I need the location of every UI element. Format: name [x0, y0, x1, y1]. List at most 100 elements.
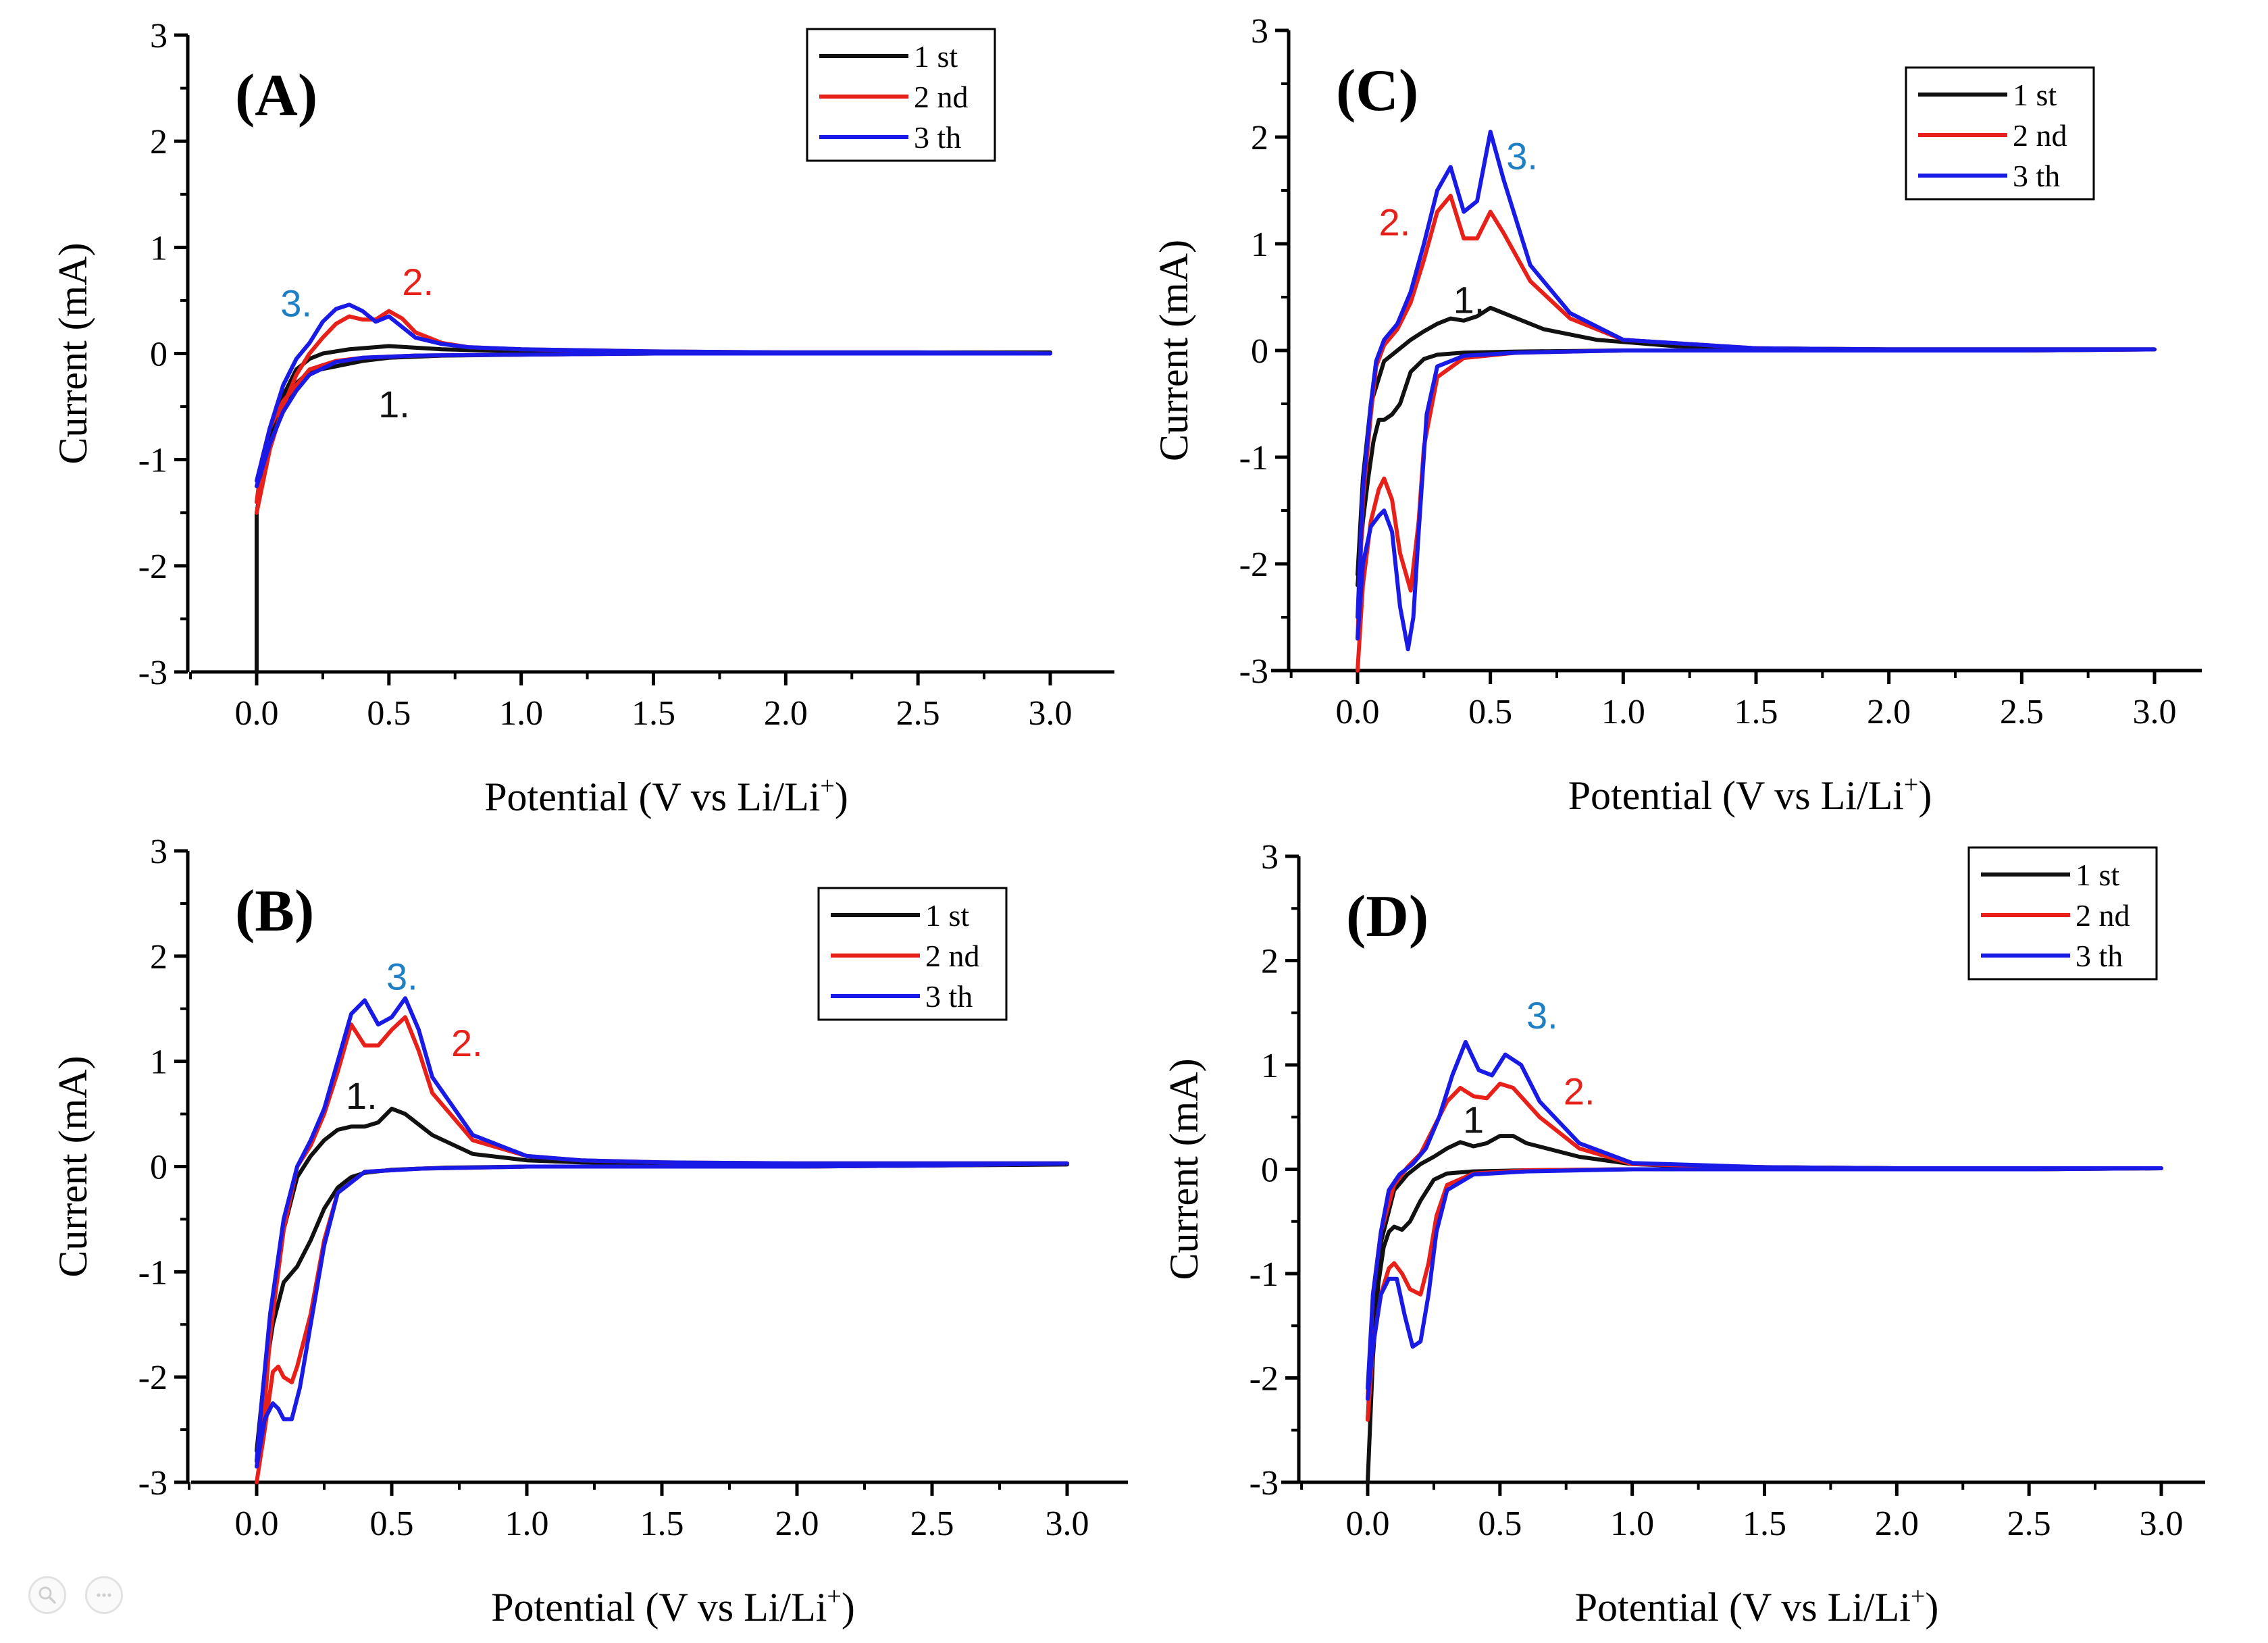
legend-label: 2 nd	[914, 80, 969, 114]
x-tick-label: 0.5	[1468, 693, 1512, 731]
panel-label: (C)	[1336, 58, 1418, 124]
x-tick-label: 1.5	[1734, 693, 1778, 731]
y-tick-label: 1	[1251, 226, 1268, 264]
x-tick-label: 3.0	[1046, 1505, 1089, 1543]
legend-label: 1 st	[925, 898, 969, 933]
annotation-label: 3.	[1506, 134, 1538, 177]
y-tick-label: -1	[1249, 1255, 1279, 1294]
x-tick-label: 0.5	[1478, 1505, 1522, 1543]
y-tick-label: 2	[1251, 119, 1268, 157]
y-tick-label: -2	[138, 1359, 167, 1397]
x-tick-label: 2.0	[1875, 1505, 1919, 1543]
y-tick-label: -2	[1239, 546, 1268, 584]
y-tick-label: -1	[1239, 439, 1268, 477]
annotation-label: 3.	[386, 956, 418, 998]
x-tick-label: 3.0	[1029, 694, 1073, 733]
x-tick-label: 3.0	[2140, 1505, 2184, 1543]
x-tick-label: 2.5	[2000, 693, 2044, 731]
y-tick-label: 1	[150, 1043, 167, 1082]
y-tick-label: -3	[1249, 1464, 1279, 1503]
legend-label: 3 th	[914, 120, 961, 155]
annotation-label: 1.	[1453, 279, 1485, 321]
annotation-label: 2.	[451, 1022, 483, 1064]
y-tick-label: 0	[150, 1149, 167, 1187]
panel-label: (D)	[1346, 884, 1428, 949]
y-tick-label: 3	[150, 17, 167, 55]
x-axis-label: Potential (V vs Li/Li+)	[491, 1582, 855, 1629]
y-tick-label: -3	[138, 1464, 167, 1503]
legend-label: 3 th	[2013, 159, 2060, 193]
y-tick-label: -3	[138, 654, 167, 692]
y-tick-label: 1	[1261, 1047, 1279, 1085]
legend: 1 st 2 nd 3 th	[806, 28, 996, 162]
annotation-label: 2.	[1564, 1070, 1595, 1113]
series-line-3th	[1356, 130, 2157, 652]
y-tick-label: 3	[1251, 12, 1268, 51]
legend-label: 1 st	[914, 39, 958, 74]
x-tick-label: 0.5	[370, 1505, 414, 1543]
x-tick-label: 2.5	[896, 694, 940, 733]
y-tick-label: -1	[138, 1253, 167, 1292]
x-tick-label: 1.0	[505, 1505, 549, 1543]
x-axis-label: Potential (V vs Li/Li+)	[1568, 771, 1932, 818]
chart-panel-4: -3 -2 -1 0 1 2 3 0.0 0.5 1.0 1.5 2.0 2.5 3.0 Potential…	[1162, 838, 2205, 1629]
annotation-label: 1.	[346, 1074, 378, 1117]
y-tick-label: 0	[1261, 1151, 1279, 1190]
legend-label: 1 st	[2013, 78, 2057, 112]
legend-label: 2 nd	[925, 939, 980, 973]
x-tick-label: 2.0	[1867, 693, 1911, 731]
x-tick-label: 1.0	[499, 694, 543, 733]
series-line-3th	[255, 303, 1052, 488]
series-line-3th	[255, 996, 1069, 1469]
zoom-button[interactable]	[28, 1576, 66, 1614]
panel-label: (B)	[235, 879, 314, 944]
legend-label: 2 nd	[2013, 118, 2067, 153]
x-tick-label: 0.0	[235, 694, 279, 733]
y-tick-label: 2	[150, 938, 167, 976]
y-tick-label: 2	[150, 123, 167, 161]
legend: 1 st 2 nd 3 th	[1905, 66, 2095, 201]
x-tick-label: 1.5	[632, 694, 675, 733]
x-tick-label: 2.0	[764, 694, 808, 733]
y-axis-label: Current (mA)	[51, 242, 95, 464]
x-tick-label: 1.5	[640, 1505, 684, 1543]
y-axis-label: Current (mA)	[51, 1055, 95, 1277]
x-tick-label: 3.0	[2133, 693, 2177, 731]
chart-panel-3: -3 -2 -1 0 1 2 3 0.0 0.5 1.0 1.5 2.0 2.5 3.0 Potential…	[51, 833, 1128, 1629]
chart-panel-1: -3 -2 -1 0 1 2 3 0.0 0.5 1.0 1.5 2.0 2.5 3.0 Potential…	[51, 17, 1114, 819]
y-tick-label: 1	[150, 229, 167, 267]
x-tick-label: 1.0	[1610, 1505, 1654, 1543]
more-button[interactable]	[85, 1576, 123, 1614]
magnifier-icon	[38, 1586, 56, 1604]
x-axis-label: Potential (V vs Li/Li+)	[1575, 1582, 1939, 1629]
x-tick-label: 0.5	[367, 694, 411, 733]
x-tick-label: 2.0	[775, 1505, 819, 1543]
panel-label: (A)	[235, 63, 317, 128]
y-tick-label: 0	[150, 336, 167, 374]
chart-panel-2: -3 -2 -1 0 1 2 3 0.0 0.5 1.0 1.5 2.0 2.5 3.0 Potential…	[1152, 12, 2202, 818]
legend-label: 3 th	[925, 979, 973, 1014]
y-tick-label: -3	[1239, 652, 1268, 691]
x-tick-label: 2.5	[2007, 1505, 2051, 1543]
legend: 1 st 2 nd 3 th	[1967, 846, 2158, 981]
x-axis-label: Potential (V vs Li/Li+)	[484, 772, 848, 819]
x-tick-label: 0.0	[1336, 693, 1380, 731]
annotation-label: 1	[1463, 1098, 1484, 1141]
annotation-label: 3.	[1526, 994, 1558, 1037]
legend-label: 2 nd	[2076, 898, 2130, 933]
annotation-label: 1.	[378, 383, 410, 425]
x-tick-label: 0.0	[1346, 1505, 1390, 1543]
x-tick-label: 1.5	[1743, 1505, 1786, 1543]
y-tick-label: -1	[138, 442, 167, 480]
x-tick-label: 2.5	[910, 1505, 954, 1543]
annotation-label: 2.	[402, 261, 434, 303]
series-line-3th	[1366, 1040, 2163, 1401]
legend: 1 st 2 nd 3 th	[817, 887, 1008, 1021]
x-tick-label: 0.0	[235, 1505, 279, 1543]
annotation-label: 3.	[280, 282, 312, 324]
more-dots-icon	[97, 1593, 111, 1597]
y-axis-label: Current (mA)	[1162, 1058, 1206, 1280]
y-tick-label: -2	[138, 548, 167, 586]
